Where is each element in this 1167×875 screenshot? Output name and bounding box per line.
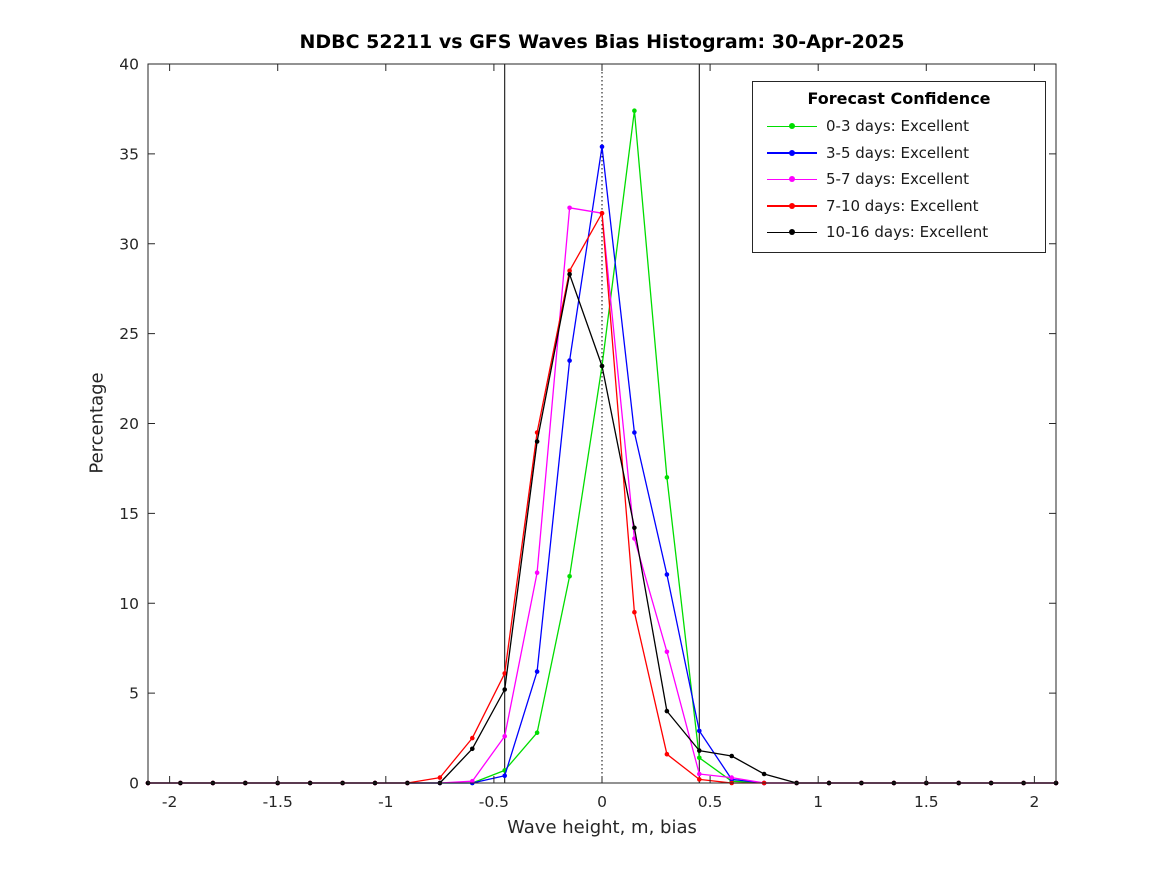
series-marker-4 <box>632 525 637 531</box>
legend-swatch-0 <box>767 123 817 130</box>
x-tick-label: 1 <box>813 793 823 811</box>
x-tick-label: -0.5 <box>479 793 509 811</box>
series-marker-4 <box>664 708 670 714</box>
series-marker-4 <box>729 753 734 759</box>
legend-title: Forecast Confidence <box>807 89 991 108</box>
legend-row-4: 10-16 days: Excellent <box>753 219 1045 246</box>
series-marker-1 <box>632 430 637 435</box>
series-marker-1 <box>697 728 702 734</box>
y-tick-label: 20 <box>119 415 139 433</box>
series-marker-1 <box>664 572 670 577</box>
series-marker-3 <box>502 671 508 676</box>
legend-label-2: 5-7 days: Excellent <box>826 170 970 189</box>
series-marker-3 <box>697 777 702 782</box>
series-marker-4 <box>599 363 605 369</box>
series-marker-3 <box>567 268 572 274</box>
series-marker-4 <box>761 771 767 777</box>
series-marker-2 <box>729 775 734 780</box>
series-marker-4 <box>470 746 475 752</box>
y-tick-label: 0 <box>129 775 139 793</box>
legend-label-1: 3-5 days: Excellent <box>826 143 970 162</box>
series-marker-1 <box>502 773 508 779</box>
series-marker-1 <box>567 358 572 363</box>
chart-title: NDBC 52211 vs GFS Waves Bias Histogram: … <box>299 31 905 53</box>
series-marker-4 <box>502 687 508 692</box>
series-marker-3 <box>632 609 637 615</box>
series-marker-3 <box>664 751 670 757</box>
y-tick-label: 10 <box>119 595 139 613</box>
x-axis-label: Wave height, m, bias <box>507 817 697 838</box>
x-tick-label: -1.5 <box>263 793 293 811</box>
series-marker-0 <box>534 730 540 735</box>
legend-label-0: 0-3 days: Excellent <box>826 117 970 136</box>
legend-label-4: 10-16 days: Excellent <box>826 223 989 242</box>
series-marker-4 <box>534 439 540 444</box>
y-tick-label: 5 <box>129 685 139 703</box>
x-tick-label: 1.5 <box>914 793 939 811</box>
x-tick-label: 0 <box>597 793 607 811</box>
series-marker-0 <box>632 108 637 113</box>
x-tick-label: -1 <box>378 793 393 811</box>
series-marker-4 <box>697 748 702 753</box>
series-marker-4 <box>567 272 572 277</box>
series-marker-2 <box>697 771 702 777</box>
series-marker-2 <box>534 570 540 575</box>
series-marker-3 <box>470 735 475 741</box>
legend-row-0: 0-3 days: Excellent <box>753 113 1045 140</box>
series-marker-2 <box>502 734 508 739</box>
legend-swatch-4 <box>767 229 817 236</box>
series-marker-0 <box>567 574 572 579</box>
series-marker-1 <box>599 144 605 149</box>
series-marker-0 <box>697 755 702 761</box>
series-marker-2 <box>470 778 475 784</box>
y-tick-label: 40 <box>119 56 139 74</box>
legend-swatch-1 <box>767 149 817 156</box>
legend-row-2: 5-7 days: Excellent <box>753 166 1045 193</box>
x-tick-label: -2 <box>162 793 177 811</box>
y-tick-label: 35 <box>119 145 139 163</box>
legend-swatch-2 <box>767 176 817 183</box>
series-marker-3 <box>599 210 605 216</box>
series-marker-0 <box>664 475 670 480</box>
y-tick-label: 25 <box>119 325 139 343</box>
series-marker-2 <box>664 649 670 655</box>
y-tick-label: 15 <box>119 505 139 523</box>
x-tick-label: 0.5 <box>698 793 723 811</box>
series-marker-3 <box>437 775 443 780</box>
legend-row-1: 3-5 days: Excellent <box>753 140 1045 167</box>
legend-label-3: 7-10 days: Excellent <box>826 196 979 215</box>
y-tick-label: 30 <box>119 235 139 253</box>
legend-swatch-3 <box>767 202 817 209</box>
series-marker-1 <box>534 669 540 674</box>
x-tick-label: 2 <box>1029 793 1039 811</box>
series-line-3 <box>148 212 1056 784</box>
legend-row-3: 7-10 days: Excellent <box>753 193 1045 220</box>
legend: Forecast Confidence 0-3 days: Excellent … <box>752 81 1046 253</box>
series-marker-2 <box>567 205 572 211</box>
